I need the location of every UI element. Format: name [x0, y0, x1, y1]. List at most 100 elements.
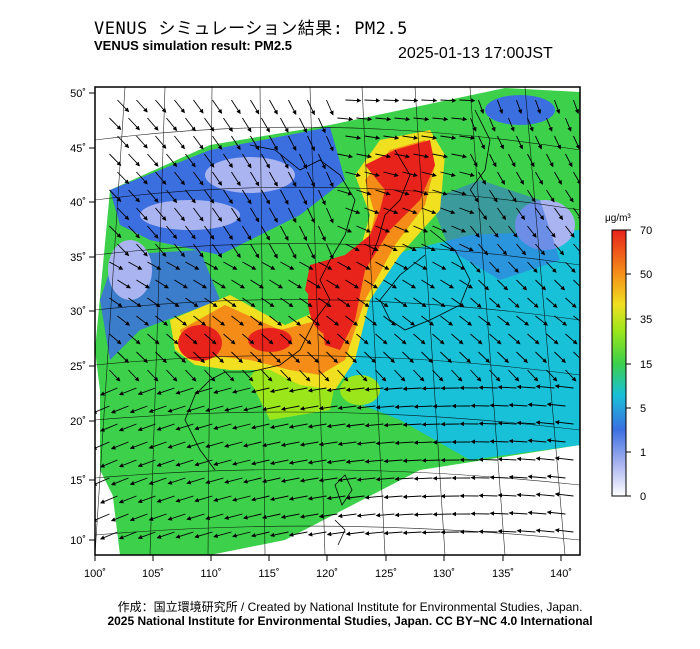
wind-arrow: [204, 225, 215, 240]
wind-arrow: [489, 475, 509, 480]
wind-arrow: [413, 261, 428, 270]
wind-arrow: [128, 369, 140, 382]
wind-arrow: [261, 441, 281, 448]
wind-arrow: [383, 315, 397, 326]
wind-arrow: [527, 369, 539, 382]
wind-arrow: [489, 153, 497, 168]
wind-arrow: [109, 369, 121, 382]
wind-arrow: [280, 189, 289, 205]
wind-arrow: [193, 315, 207, 326]
wind-arrow: [137, 531, 156, 540]
wind-arrow: [535, 135, 542, 150]
wind-arrow: [250, 99, 260, 115]
wind-arrow: [478, 385, 498, 390]
wind-arrow: [299, 261, 314, 270]
wind-arrow: [337, 369, 349, 382]
wind-arrow: [573, 279, 580, 291]
wind-arrow: [516, 99, 523, 115]
wind-arrow: [546, 225, 556, 238]
wind-arrow: [288, 315, 302, 326]
wind-arrow: [402, 386, 422, 392]
wind-arrow: [516, 528, 536, 534]
wind-arrow: [212, 135, 223, 150]
wind-arrow: [375, 225, 391, 233]
wind-arrow: [546, 369, 558, 382]
wind-arrow: [413, 333, 426, 345]
wind-arrow: [261, 261, 276, 270]
wind-arrow: [326, 171, 334, 188]
wind-arrow: [261, 117, 270, 133]
wind-arrow: [299, 153, 307, 170]
wind-arrow: [546, 117, 553, 132]
wind-arrow: [573, 351, 580, 359]
wind-arrow: [148, 441, 167, 449]
title-english: VENUS simulation result: PM2.5: [94, 38, 292, 53]
wind-arrow: [546, 297, 558, 308]
wind-arrow: [147, 225, 159, 239]
wind-arrow: [326, 315, 340, 326]
wind-arrow: [459, 315, 473, 326]
wind-arrow: [318, 369, 330, 382]
wind-arrow: [231, 243, 241, 259]
wind-arrow: [364, 495, 384, 500]
wind-arrow: [364, 315, 378, 326]
wind-arrow: [527, 402, 547, 408]
wind-arrow: [451, 116, 468, 122]
wind-arrow: [99, 423, 118, 432]
wind-arrow: [383, 530, 403, 536]
wind-arrow: [110, 513, 129, 522]
wind-arrow: [364, 279, 378, 289]
wind-arrow: [205, 405, 224, 413]
wind-arrow: [318, 513, 338, 519]
wind-arrow: [232, 531, 251, 538]
wind-arrow: [421, 422, 441, 427]
wind-arrow: [489, 117, 496, 132]
wind-arrow: [307, 207, 315, 224]
wind-arrow: [223, 153, 233, 169]
wind-arrow: [535, 207, 545, 221]
wind-arrow: [213, 531, 232, 538]
wind-arrow: [402, 135, 419, 140]
wind-arrow: [307, 243, 315, 260]
wind-arrow: [554, 279, 566, 291]
wind-arrow: [394, 297, 408, 308]
wind-arrow: [478, 315, 492, 326]
wind-arrow: [167, 477, 186, 485]
wind-arrow: [212, 351, 224, 363]
wind-arrow: [318, 441, 338, 447]
wind-arrow: [421, 279, 435, 289]
wind-arrow: [402, 315, 416, 326]
wind-arrow: [175, 531, 194, 539]
wind-arrow: [402, 207, 418, 215]
wind-arrow: [129, 441, 148, 450]
wind-arrow: [356, 405, 376, 410]
lon-tick-label: 105˚: [142, 568, 164, 580]
wind-arrow: [394, 153, 411, 159]
credit-text: 作成：国立環境研究所 / Created by National Institu…: [117, 600, 583, 614]
wind-arrow: [231, 207, 241, 223]
wind-arrow: [242, 369, 254, 382]
wind-arrow: [516, 384, 536, 390]
wind-arrow: [110, 477, 129, 486]
wind-arrow: [117, 135, 130, 149]
lon-tick-label: 130˚: [433, 568, 455, 580]
wind-arrow: [99, 459, 118, 468]
wind-arrow: [204, 117, 215, 132]
wind-arrow: [451, 153, 468, 159]
longitude-axis: 100˚ 105˚ 110˚ 115˚ 120˚ 125˚ 130˚ 135˚ 140˚: [84, 555, 572, 580]
wind-arrow: [508, 438, 528, 444]
lat-tick-label: 15˚: [70, 475, 86, 487]
wind-arrow: [223, 189, 233, 205]
wind-arrow: [109, 189, 122, 203]
wind-arrow: [269, 315, 283, 326]
wind-arrow: [185, 189, 196, 204]
wind-arrow: [394, 225, 410, 233]
wind-arrow: [251, 387, 270, 394]
wind-arrow: [383, 279, 397, 289]
timestamp: 2025-01-13 17:00JST: [398, 45, 553, 62]
wind-arrow: [459, 243, 474, 252]
wind-arrow: [375, 440, 395, 446]
colorbar-tick-label: 70: [640, 225, 652, 237]
wind-arrow: [156, 495, 175, 503]
wind-arrow: [156, 423, 175, 431]
